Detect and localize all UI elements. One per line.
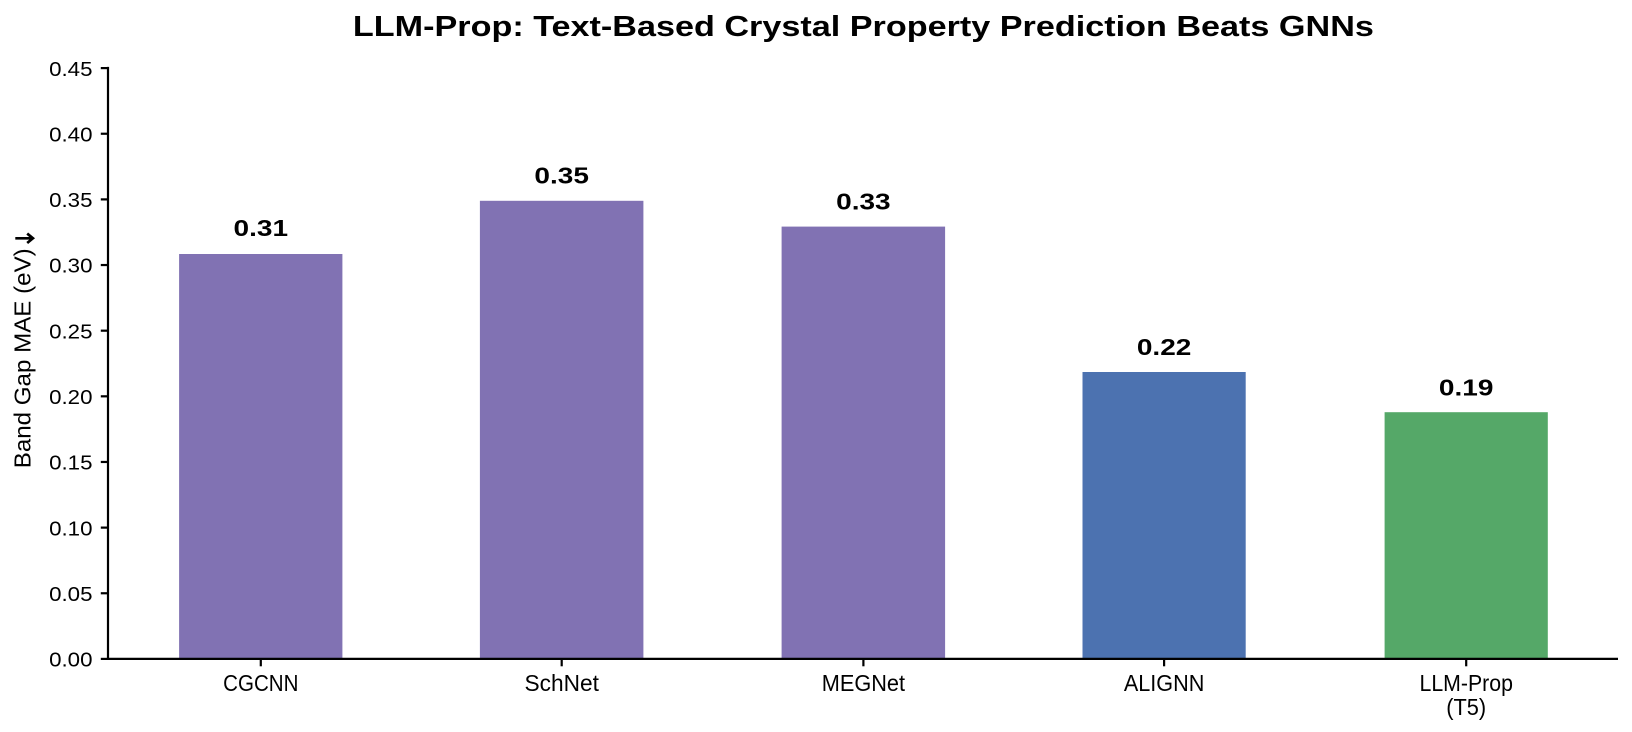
svg-text:ALIGNN: ALIGNN [1124,670,1205,696]
svg-text:LLM-Prop: Text-Based Crystal P: LLM-Prop: Text-Based Crystal Property Pr… [353,11,1374,43]
svg-text:0.10: 0.10 [49,517,92,540]
svg-text:0.45: 0.45 [49,58,92,81]
svg-text:0.00: 0.00 [49,649,92,672]
svg-text:0.31: 0.31 [234,215,289,241]
svg-text:0.40: 0.40 [49,123,92,146]
svg-text:0.15: 0.15 [49,452,92,475]
svg-text:MEGNet: MEGNet [822,670,906,696]
svg-text:0.22: 0.22 [1137,334,1192,360]
svg-text:0.25: 0.25 [49,320,92,343]
svg-text:0.35: 0.35 [534,163,589,189]
svg-text:(T5): (T5) [1446,694,1486,720]
svg-text:0.33: 0.33 [836,188,891,214]
svg-text:Band Gap MAE (eV): Band Gap MAE (eV) [10,248,36,468]
svg-text:CGCNN: CGCNN [223,670,298,696]
svg-text:0.20: 0.20 [49,386,92,409]
svg-text:0.19: 0.19 [1439,374,1494,400]
svg-text:0.35: 0.35 [49,189,92,212]
svg-text:0.05: 0.05 [49,583,92,606]
svg-text:SchNet: SchNet [525,670,600,696]
svg-text:LLM-Prop: LLM-Prop [1420,670,1513,696]
svg-text:0.30: 0.30 [49,255,92,278]
